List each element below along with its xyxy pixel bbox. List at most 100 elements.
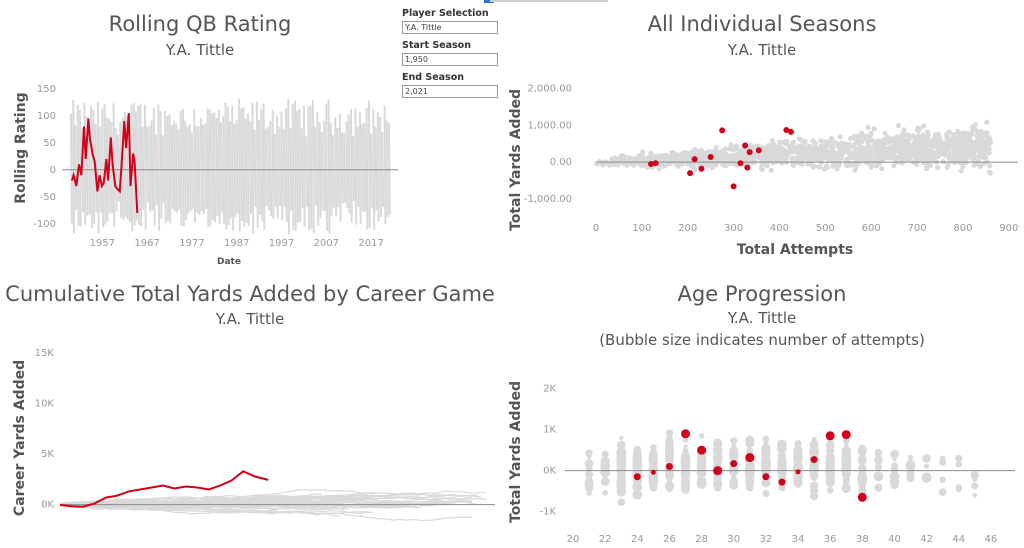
x-tick-label: 800 (953, 223, 972, 234)
highlight-series-line (59, 470, 269, 508)
age-title: Age Progression (677, 282, 847, 306)
y-tick-label: 100 (37, 111, 56, 122)
top-scrollbar[interactable] (490, 0, 608, 2)
rolling-subtitle: Y.A. Tittle (165, 41, 235, 59)
y-tick-label: 10K (35, 399, 55, 410)
highlight-bubble (778, 478, 786, 486)
highlight-point (652, 160, 659, 167)
highlight-point (742, 142, 749, 149)
rolling-xlabel: Date (217, 257, 241, 267)
highlight-point (719, 127, 726, 134)
rolling-rating-panel: Rolling QB Rating Y.A. Tittle Rolling Ra… (0, 0, 400, 270)
highlight-point (687, 170, 694, 177)
highlight-bubble (713, 466, 723, 476)
y-tick-label: -1,000.00 (524, 194, 572, 205)
highlight-bubble (795, 469, 801, 475)
cumulative-subtitle: Y.A. Tittle (215, 310, 285, 328)
x-tick-label: 38 (856, 534, 869, 545)
y-tick-label: -100 (33, 219, 56, 230)
y-tick-label: 0.00 (550, 157, 572, 168)
background-bubbles (584, 429, 980, 506)
highlight-bubble (730, 460, 738, 468)
highlight-point (691, 156, 698, 163)
x-tick-label: 1987 (224, 238, 249, 249)
highlight-bubble (762, 473, 770, 481)
x-tick-label: 1997 (269, 238, 294, 249)
x-tick-label: 24 (631, 534, 644, 545)
x-tick-label: 36 (824, 534, 837, 545)
age-ylabel: Total Yards Added (508, 381, 524, 523)
highlight-bubble (697, 445, 707, 455)
rolling-title: Rolling QB Rating (108, 12, 292, 36)
seasons-subtitle: Y.A. Tittle (727, 41, 797, 59)
highlight-point (698, 165, 705, 172)
y-tick-label: 1K (543, 425, 556, 436)
x-tick-label: 42 (920, 534, 933, 545)
x-tick-label: 1977 (179, 238, 204, 249)
y-tick-label: 2,000.00 (527, 83, 572, 94)
y-tick-label: 15K (35, 348, 55, 359)
player-selection-input[interactable]: Y.A. Tittle (402, 21, 498, 34)
x-tick-label: 26 (663, 534, 676, 545)
cumulative-title: Cumulative Total Yards Added by Career G… (5, 282, 495, 306)
cumulative-ylabel: Career Yards Added (12, 360, 28, 516)
player-selection-label: Player Selection (402, 8, 489, 19)
end-season-input[interactable]: 2,021 (402, 85, 498, 98)
highlight-point (648, 160, 655, 167)
x-tick-label: 400 (770, 223, 789, 234)
x-tick-label: 46 (985, 534, 998, 545)
x-tick-label: 30 (727, 534, 740, 545)
highlight-point (730, 183, 737, 190)
cumulative-chart[interactable]: Career Yards Added 15K 10K 5K 0K (0, 278, 500, 548)
rolling-rating-chart[interactable]: Rolling Rating Date 150 100 50 0 -50 -100 1957… (0, 0, 400, 270)
highlight-point (746, 149, 753, 156)
start-season-label: Start Season (402, 40, 471, 51)
x-tick-label: 32 (760, 534, 773, 545)
age-subtitle-bubble-note: (Bubble size indicates number of attempt… (599, 331, 925, 349)
highlight-point (737, 160, 744, 167)
age-progression-chart[interactable]: Total Yards Added 2K 1K 0K -1K 20 22 24 26 28 30 3… (500, 278, 1024, 548)
highlight-point (783, 127, 790, 134)
x-tick-label: 28 (695, 534, 708, 545)
highlight-bubble (857, 492, 867, 502)
x-tick-label: 2007 (314, 238, 339, 249)
seasons-panel: All Individual Seasons Y.A. Tittle Total… (500, 0, 1024, 270)
seasons-scatter-chart[interactable]: Total Yards Added Total Attempts 2,000.0… (500, 0, 1024, 270)
x-tick-label: 200 (678, 223, 697, 234)
highlight-bubble (825, 431, 835, 441)
start-season-input[interactable]: 1,950 (402, 53, 498, 66)
age-panel: Age Progression Y.A. Tittle (Bubble size… (500, 278, 1024, 548)
age-subtitle: Y.A. Tittle (727, 309, 797, 327)
background-points (594, 119, 993, 176)
end-season-label: End Season (402, 72, 465, 83)
highlight-series-line (70, 113, 139, 214)
y-tick-label: 0K (543, 466, 556, 477)
y-tick-label: 0K (41, 500, 54, 511)
seasons-ylabel: Total Yards Added (508, 89, 524, 231)
x-tick-label: 0 (593, 223, 599, 234)
seasons-title: All Individual Seasons (647, 12, 877, 36)
highlight-bubble (665, 463, 673, 471)
highlight-point (787, 128, 794, 135)
x-tick-label: 1967 (134, 238, 159, 249)
y-tick-label: 150 (37, 84, 56, 95)
top-scroll-indicator (484, 0, 494, 3)
x-tick-label: 1957 (90, 238, 115, 249)
x-tick-label: 500 (816, 223, 835, 234)
y-tick-label: -50 (40, 192, 56, 203)
y-tick-label: 2K (543, 384, 556, 395)
y-tick-label: -1K (539, 507, 556, 518)
highlight-bubble (745, 453, 755, 463)
x-tick-label: 600 (862, 223, 881, 234)
y-tick-label: 1,000.00 (527, 120, 572, 131)
highlight-bubble (681, 429, 691, 439)
x-tick-label: 100 (632, 223, 651, 234)
x-tick-label: 44 (952, 534, 965, 545)
y-tick-label: 50 (43, 138, 56, 149)
background-series-lines (70, 98, 391, 235)
highlight-point (744, 164, 751, 171)
background-series-lines (59, 489, 486, 522)
highlight-bubble (810, 456, 818, 464)
x-tick-label: 900 (999, 223, 1018, 234)
x-tick-label: 22 (599, 534, 612, 545)
